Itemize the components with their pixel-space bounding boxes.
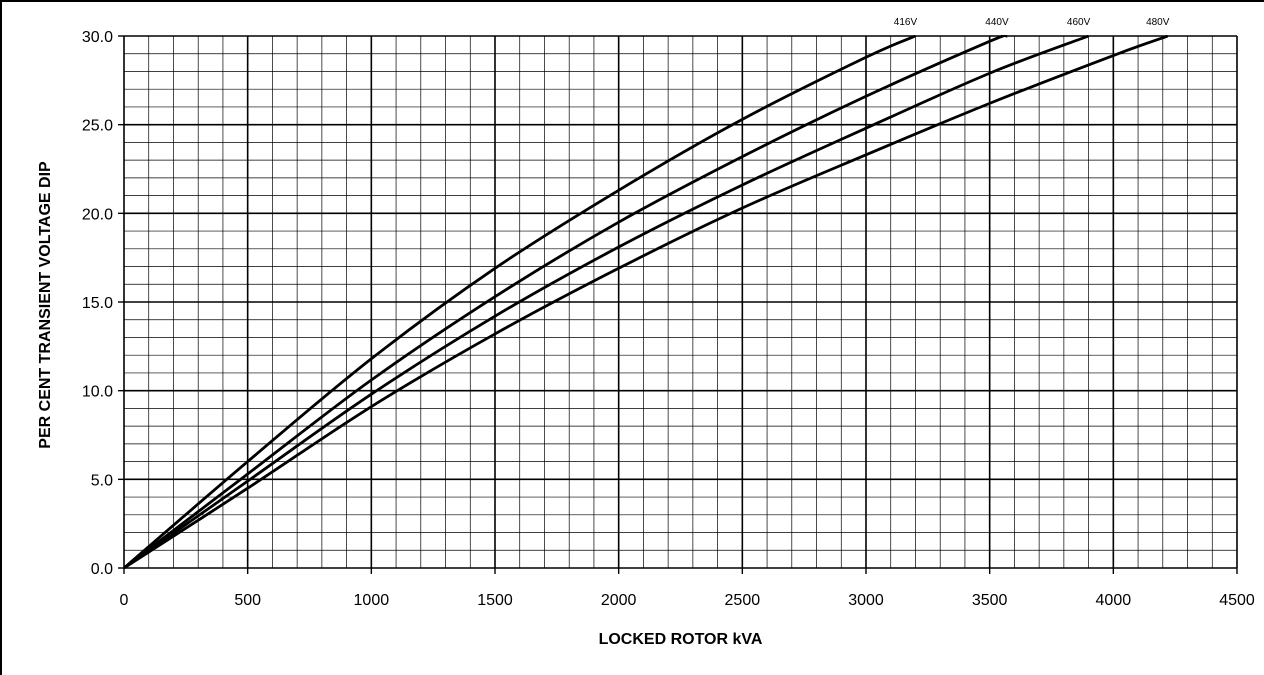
x-tick-label: 2000 [601,592,637,609]
y-tick-label: 25.0 [82,118,113,135]
x-tick-label: 1000 [354,592,390,609]
x-tick-label: 4500 [1219,592,1255,609]
series-label-460V: 460V [1067,17,1091,28]
series-line-480V [124,35,1169,569]
y-tick-label: 10.0 [82,384,113,401]
x-tick-label: 4000 [1096,592,1132,609]
y-tick-label: 0.0 [91,561,113,578]
series-label-416V: 416V [894,17,918,28]
x-tick-label: 0 [120,592,129,609]
series-line-440V [124,35,1008,569]
x-tick-label: 3500 [972,592,1008,609]
series-line-416V [124,35,917,569]
x-tick-label: 1500 [477,592,513,609]
series-label-480V: 480V [1146,17,1170,28]
y-tick-label: 15.0 [82,295,113,312]
series-label-440V: 440V [985,17,1009,28]
x-tick-label: 500 [234,592,261,609]
series-lines [124,35,1169,569]
y-tick-labels: 0.0 5.0 10.0 15.0 20.0 25.0 30.0 [82,29,124,578]
x-axis-title: LOCKED ROTOR kVA [599,631,763,648]
series-labels: 416V 440V 460V 480V [894,17,1170,28]
y-tick-label: 5.0 [91,472,113,489]
series-line-460V [124,35,1090,569]
major-grid [123,35,1238,569]
x-tick-label: 2500 [725,592,761,609]
y-tick-label: 20.0 [82,206,113,223]
y-axis-title: PER CENT TRANSIENT VOLTAGE DIP [37,161,54,449]
x-tick-labels: 0 500 1000 1500 2000 2500 3000 3500 4000 4500 [120,568,1255,609]
x-tick-label: 3000 [848,592,884,609]
y-tick-label: 30.0 [82,29,113,46]
